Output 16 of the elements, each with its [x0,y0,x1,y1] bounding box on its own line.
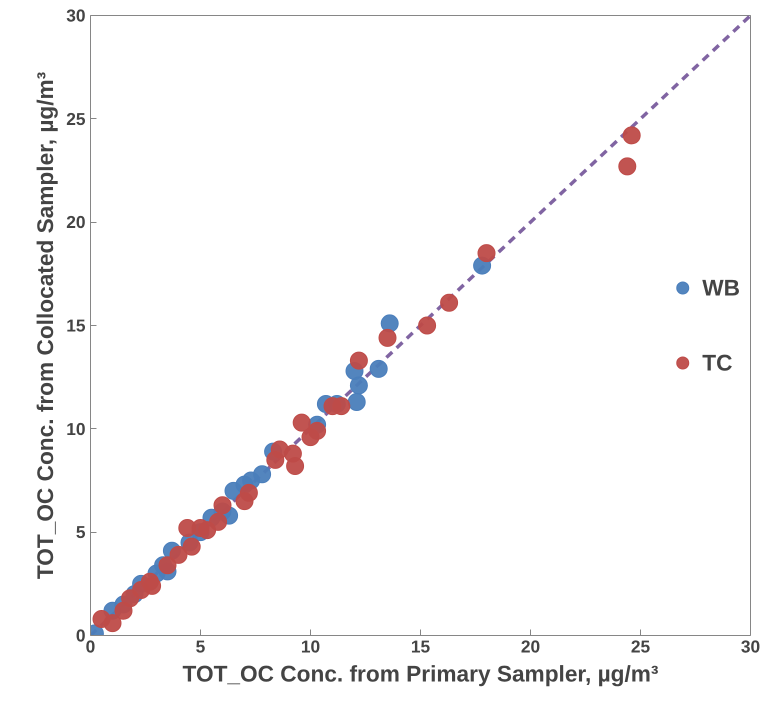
legend-label: WB [702,274,740,301]
y-axis-title: TOT_OC Conc. from Collocated Sampler, µg/m³ [32,71,58,580]
y-tick-label: 10 [66,418,86,439]
legend-label: TC [702,349,732,376]
x-tick-label: 30 [740,636,760,656]
y-tick-label: 30 [66,6,86,26]
y-tick-label: 5 [76,522,86,542]
x-axis-title: TOT_OC Conc. from Primary Sampler, µg/m³ [182,660,659,686]
y-tick-label: 20 [66,212,86,232]
y-tick-label: 15 [66,316,86,336]
x-tick-label: 25 [630,636,650,656]
y-tick-label: 25 [66,108,86,129]
x-tick-label: 10 [300,636,320,656]
x-tick-label: 20 [520,636,540,656]
x-tick-label: 5 [196,636,206,656]
x-tick-label: 15 [410,636,430,656]
